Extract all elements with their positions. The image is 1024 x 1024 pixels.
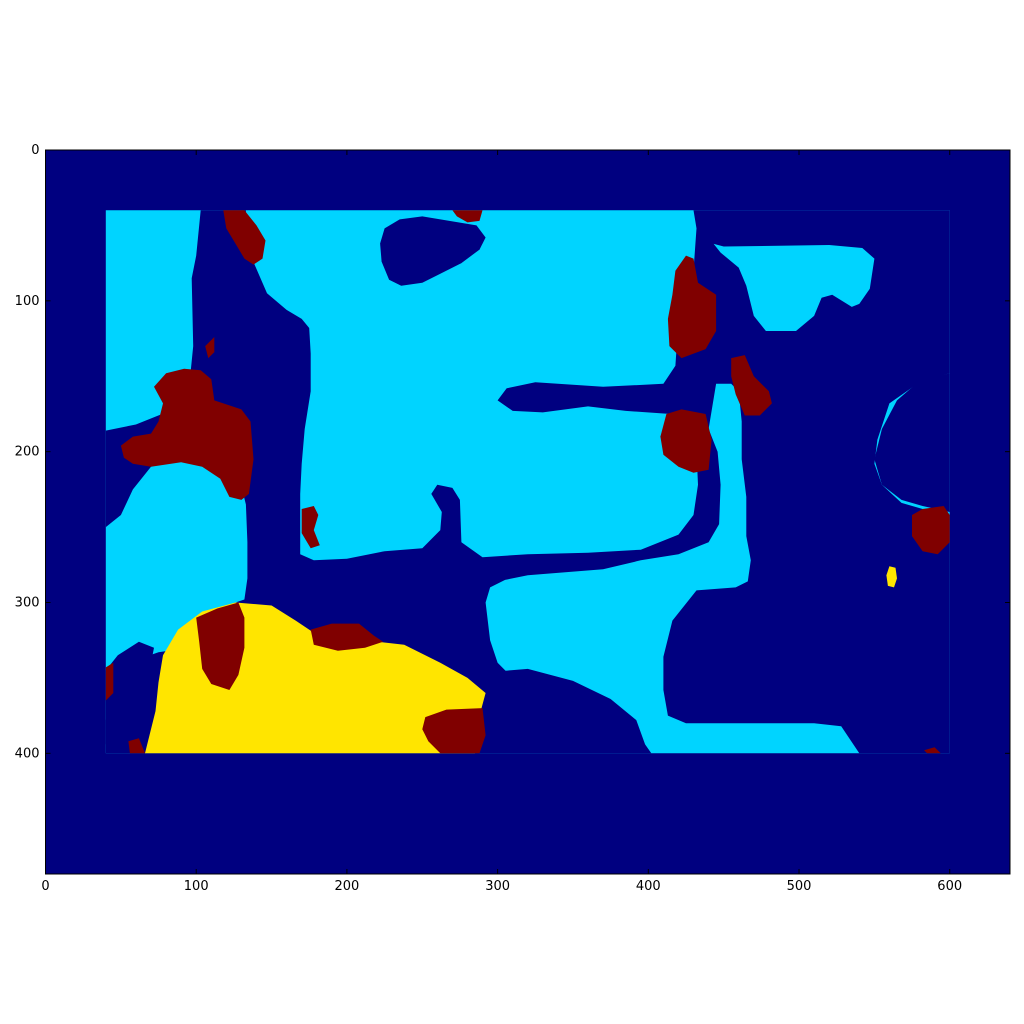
x-tick-label: 200: [334, 879, 359, 894]
region-red-left-fleck: [205, 337, 215, 359]
region-red-bottom-edge: [924, 747, 941, 754]
x-tick-label: 600: [937, 879, 962, 894]
region-red-left-big: [120, 368, 254, 500]
region-yellow-small: [886, 566, 897, 588]
region-red-bottom-left-2: [105, 662, 114, 701]
region-red-middle-right: [660, 409, 712, 473]
region-dark-blob-top: [380, 216, 486, 286]
y-tick-label: 100: [15, 294, 40, 309]
region-dark-bottom-left-notch: [105, 641, 154, 745]
region-red-mid-small: [301, 506, 320, 549]
region-red-bottom-left-1: [196, 602, 245, 690]
x-tick-label: 400: [636, 879, 661, 894]
region-red-top-right-2: [731, 355, 772, 416]
region-red-top-1: [223, 210, 266, 265]
region-dark-left-channel: [105, 210, 950, 754]
segmentation-image: [45, 150, 1010, 874]
x-tick-label: 0: [41, 879, 49, 894]
y-tick-label: 0: [31, 143, 39, 158]
y-tick-label: 400: [15, 746, 40, 761]
region-red-right-edge: [912, 506, 950, 555]
x-tick-label: 500: [787, 879, 812, 894]
region-red-top-2: [452, 210, 483, 223]
y-tick-label: 300: [15, 596, 40, 611]
region-red-bottom-center: [310, 623, 384, 651]
region-red-bottom-left-3: [128, 738, 145, 754]
region-red-bottom-right: [422, 708, 486, 754]
axes: 0 100 200 300 400 500 600 0 100 200 300 400: [15, 143, 1010, 894]
region-red-top-right-1: [667, 255, 717, 359]
x-tick-label: 100: [184, 879, 209, 894]
x-tick-label: 300: [485, 879, 510, 894]
region-dark-bay-right: [874, 373, 950, 512]
plot-frame: [45, 149, 1011, 875]
y-tick-label: 200: [15, 445, 40, 460]
